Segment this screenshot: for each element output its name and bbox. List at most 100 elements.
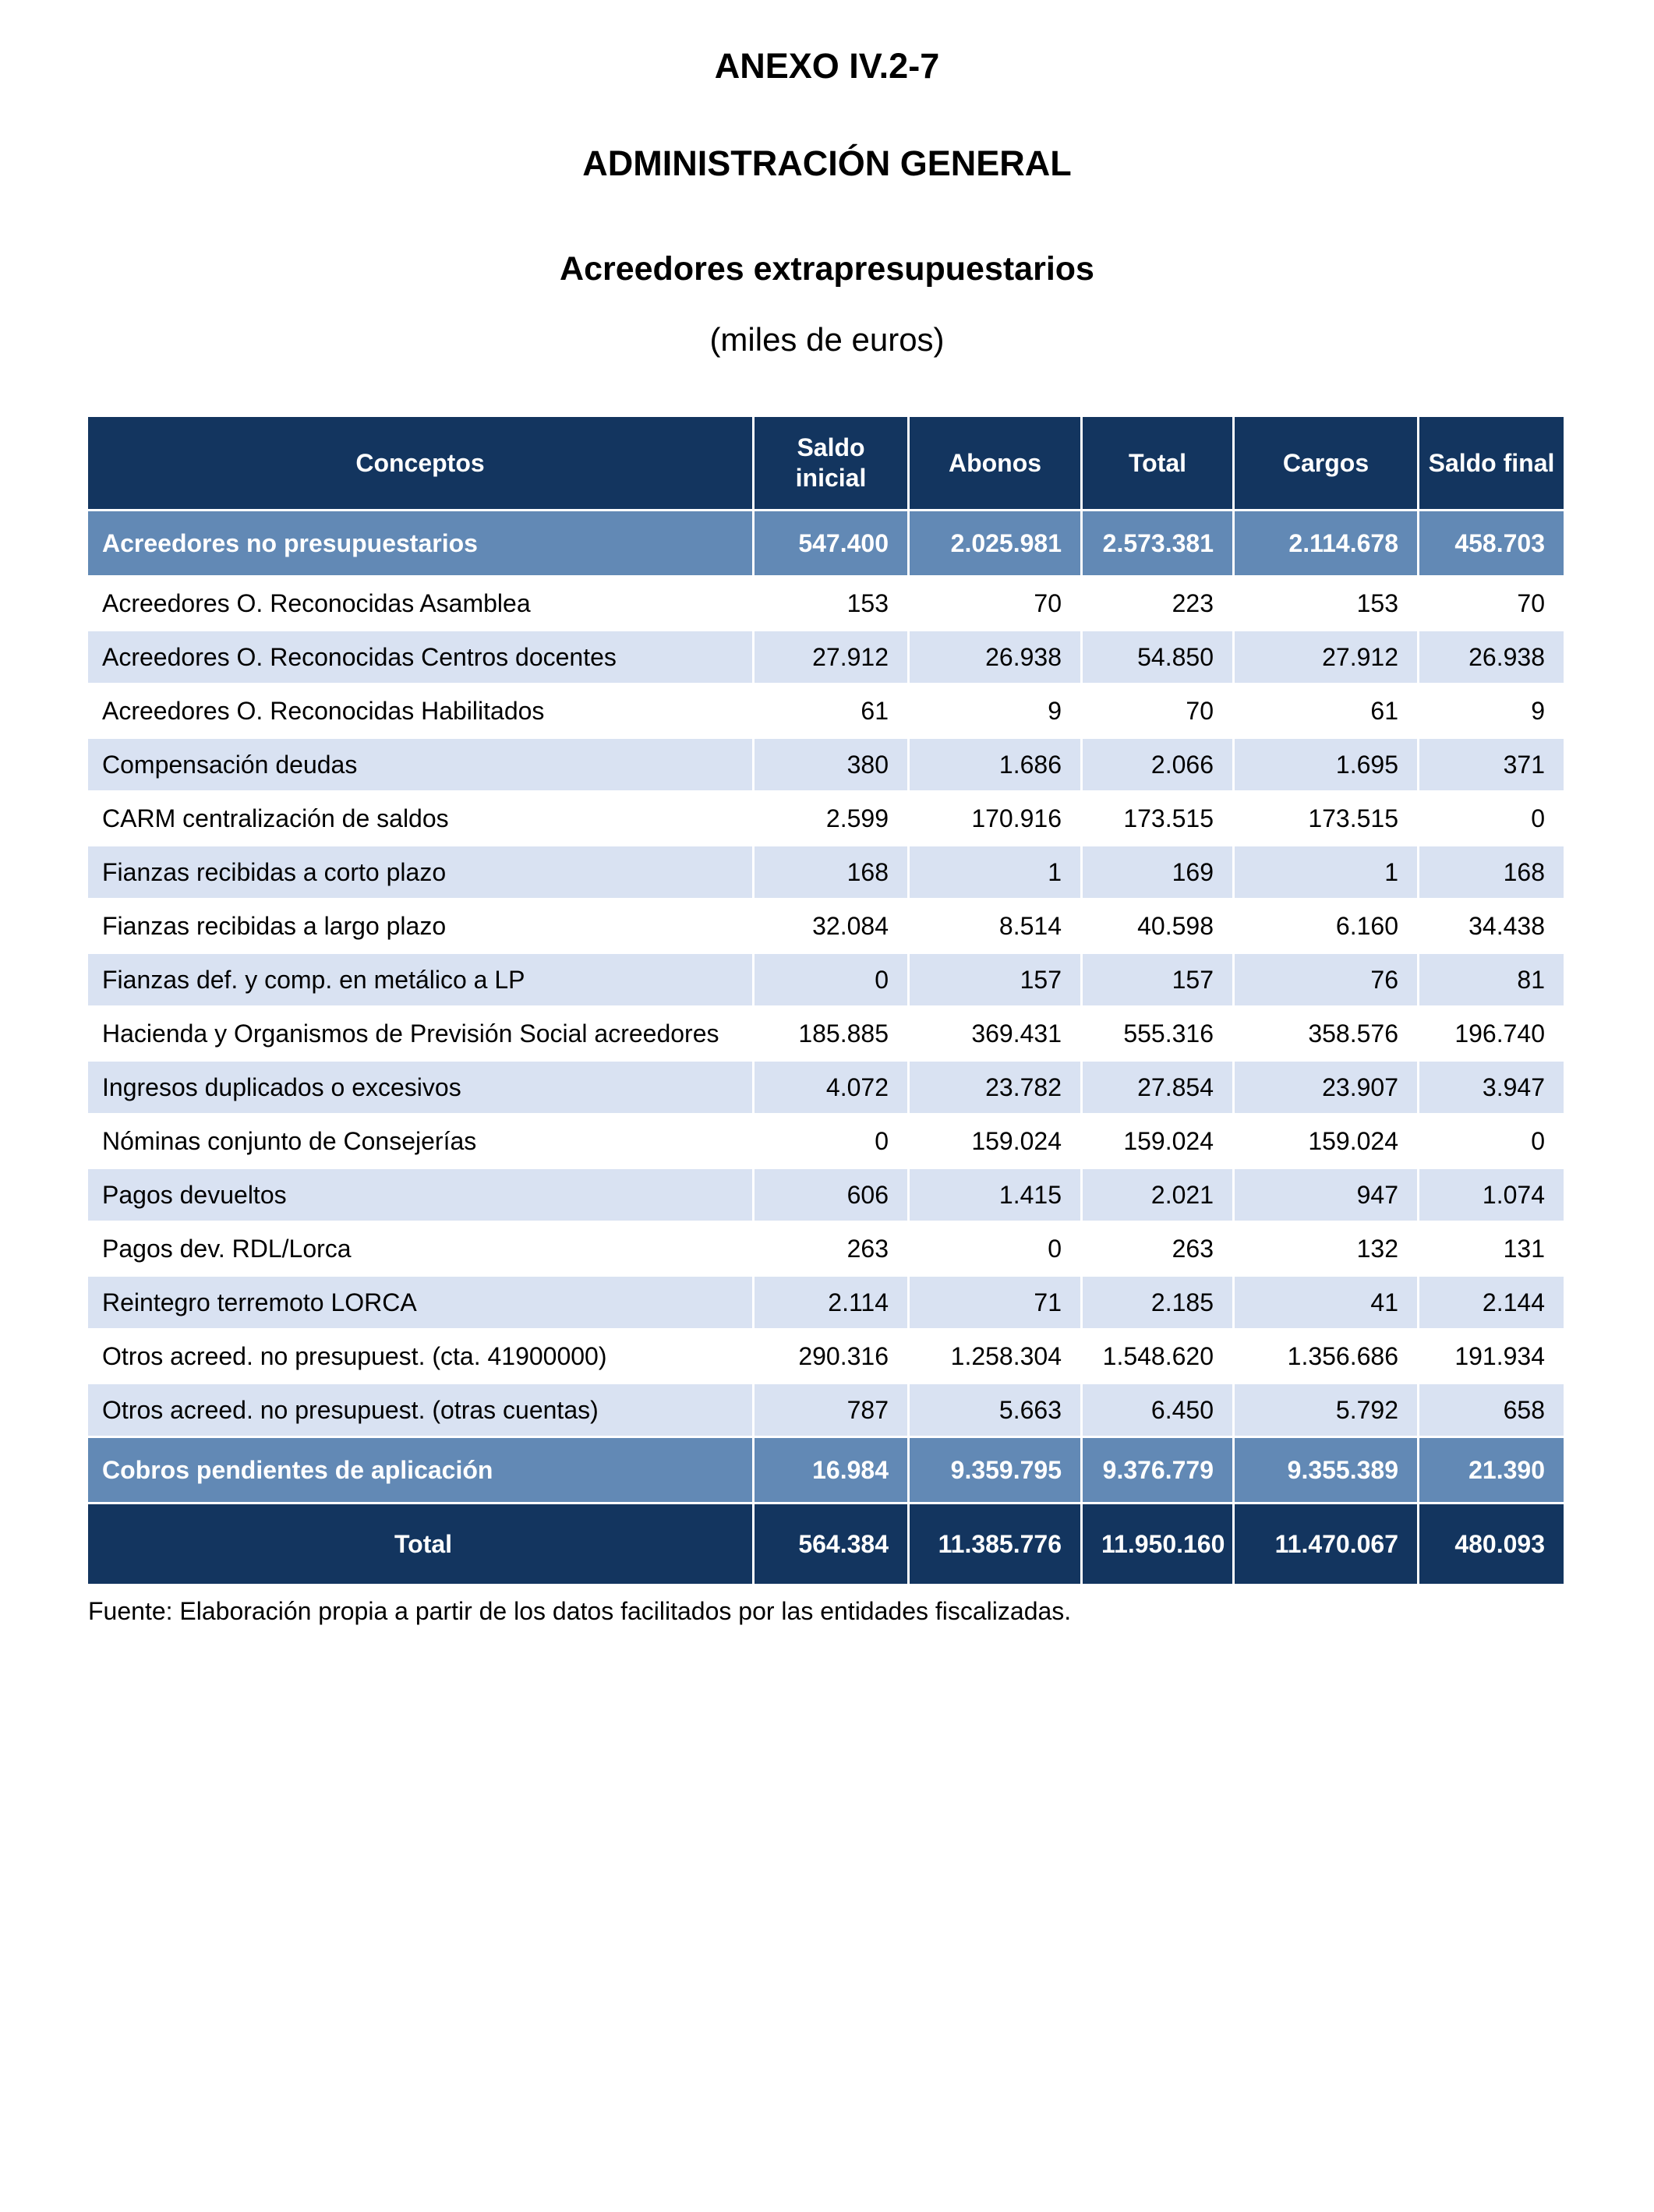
value-cell-abonos: 5.663 [910,1384,1083,1439]
table-title: Acreedores extrapresupuestarios [560,250,1094,288]
concept-cell: Compensación deudas [88,739,755,793]
value-cell-total: 169 [1083,846,1235,901]
value-cell-cargos: 1 [1235,846,1419,901]
value-cell-saldo-inicial: 290.316 [755,1330,910,1385]
value-cell-abonos: 1 [910,846,1083,901]
value-cell-saldo-final: 196.740 [1419,1008,1564,1062]
value-cell-saldo-final: 371 [1419,739,1564,793]
administration-title: ADMINISTRACIÓN GENERAL [582,143,1072,183]
value-cell-saldo-final: 34.438 [1419,900,1564,955]
value-cell-saldo-final: 26.938 [1419,631,1564,686]
value-cell-total: 263 [1083,1223,1235,1277]
value-cell-cargos: 6.160 [1235,900,1419,955]
concept-cell: Fianzas recibidas a corto plazo [88,846,755,901]
value-cell-cargos: 5.792 [1235,1384,1419,1439]
value-cell-abonos: 1.415 [910,1169,1083,1224]
column-header-abonos: Abonos [910,417,1083,512]
concept-cell: Fianzas def. y comp. en metálico a LP [88,954,755,1009]
value-cell-abonos: 71 [910,1277,1083,1331]
value-cell-saldo-inicial: 0 [755,954,910,1009]
column-header-conceptos: Conceptos [88,417,755,512]
value-cell-abonos: 157 [910,954,1083,1009]
value-cell-saldo-final: 480.093 [1419,1504,1564,1585]
value-cell-cargos: 76 [1235,954,1419,1009]
value-cell-cargos: 27.912 [1235,631,1419,686]
value-cell-saldo-inicial: 185.885 [755,1008,910,1062]
value-cell-abonos: 1.686 [910,739,1083,793]
value-cell-saldo-inicial: 61 [755,685,910,740]
concept-cell: Otros acreed. no presupuest. (cta. 41900… [88,1330,755,1385]
value-cell-abonos: 23.782 [910,1062,1083,1116]
value-cell-cargos: 1.695 [1235,739,1419,793]
value-cell-total: 2.573.381 [1083,511,1235,578]
value-cell-saldo-final: 70 [1419,578,1564,632]
concept-cell: Hacienda y Organismos de Previsión Socia… [88,1008,755,1062]
value-cell-abonos: 2.025.981 [910,511,1083,578]
value-cell-saldo-final: 168 [1419,846,1564,901]
value-cell-saldo-inicial: 2.114 [755,1277,910,1331]
value-cell-saldo-final: 0 [1419,1115,1564,1170]
table-row: Acreedores O. Reconocidas Habilitados 61… [88,685,1564,740]
value-cell-cargos: 153 [1235,578,1419,632]
value-cell-total: 2.021 [1083,1169,1235,1224]
column-header-cargos: Cargos [1235,417,1419,512]
table-row: Hacienda y Organismos de Previsión Socia… [88,1008,1564,1062]
table-row: Ingresos duplicados o excesivos 4.072 23… [88,1062,1564,1116]
concept-cell: Fianzas recibidas a largo plazo [88,900,755,955]
value-cell-total: 2.066 [1083,739,1235,793]
document-page: ANEXO IV.2-7 ADMINISTRACIÓN GENERAL Acre… [0,48,1654,1626]
value-cell-saldo-inicial: 606 [755,1169,910,1224]
value-cell-abonos: 0 [910,1223,1083,1277]
value-cell-abonos: 1.258.304 [910,1330,1083,1385]
value-cell-saldo-final: 2.144 [1419,1277,1564,1331]
concept-cell: Pagos dev. RDL/Lorca [88,1223,755,1277]
value-cell-saldo-final: 81 [1419,954,1564,1009]
value-cell-total: 54.850 [1083,631,1235,686]
value-cell-cargos: 41 [1235,1277,1419,1331]
table-row: Fianzas def. y comp. en metálico a LP 0 … [88,954,1564,1009]
value-cell-saldo-final: 131 [1419,1223,1564,1277]
value-cell-saldo-inicial: 27.912 [755,631,910,686]
value-cell-saldo-inicial: 2.599 [755,793,910,847]
value-cell-saldo-inicial: 32.084 [755,900,910,955]
value-cell-abonos: 9 [910,685,1083,740]
table-row: Acreedores O. Reconocidas Asamblea 153 7… [88,578,1564,632]
value-cell-saldo-inicial: 547.400 [755,511,910,578]
value-cell-saldo-inicial: 564.384 [755,1504,910,1585]
value-cell-total: 2.185 [1083,1277,1235,1331]
value-cell-cargos: 9.355.389 [1235,1438,1419,1505]
value-cell-saldo-inicial: 168 [755,846,910,901]
value-cell-cargos: 159.024 [1235,1115,1419,1170]
table-row: CARM centralización de saldos 2.599 170.… [88,793,1564,847]
column-header-saldo-final: Saldo final [1419,417,1564,512]
value-cell-total: 9.376.779 [1083,1438,1235,1505]
value-cell-saldo-inicial: 787 [755,1384,910,1439]
value-cell-saldo-final: 458.703 [1419,511,1564,578]
table-row: Cobros pendientes de aplicación 16.984 9… [88,1438,1564,1505]
value-cell-total: 70 [1083,685,1235,740]
value-cell-saldo-inicial: 153 [755,578,910,632]
value-cell-saldo-final: 0 [1419,793,1564,847]
table-row: Pagos dev. RDL/Lorca 263 0 263 132 131 [88,1223,1564,1277]
table-row: Fianzas recibidas a largo plazo 32.084 8… [88,900,1564,955]
value-cell-total: 159.024 [1083,1115,1235,1170]
value-cell-abonos: 11.385.776 [910,1504,1083,1585]
value-cell-cargos: 132 [1235,1223,1419,1277]
value-cell-cargos: 1.356.686 [1235,1330,1419,1385]
table-row: Fianzas recibidas a corto plazo 168 1 16… [88,846,1564,901]
value-cell-total: 223 [1083,578,1235,632]
value-cell-saldo-inicial: 4.072 [755,1062,910,1116]
concept-cell: CARM centralización de saldos [88,793,755,847]
value-cell-saldo-inicial: 380 [755,739,910,793]
value-cell-total: 173.515 [1083,793,1235,847]
value-cell-total: 11.950.160 [1083,1504,1235,1585]
table-row: Compensación deudas 380 1.686 2.066 1.69… [88,739,1564,793]
value-cell-abonos: 369.431 [910,1008,1083,1062]
value-cell-cargos: 61 [1235,685,1419,740]
value-cell-saldo-final: 9 [1419,685,1564,740]
concept-cell: Reintegro terremoto LORCA [88,1277,755,1331]
concept-cell: Acreedores O. Reconocidas Habilitados [88,685,755,740]
value-cell-abonos: 8.514 [910,900,1083,955]
value-cell-saldo-final: 1.074 [1419,1169,1564,1224]
value-cell-saldo-final: 21.390 [1419,1438,1564,1505]
